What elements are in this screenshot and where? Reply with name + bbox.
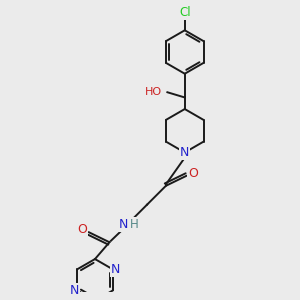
Text: Cl: Cl <box>179 6 190 20</box>
Text: N: N <box>180 146 189 159</box>
Text: O: O <box>77 223 87 236</box>
Text: N: N <box>118 218 128 231</box>
Text: H: H <box>130 218 139 231</box>
Text: N: N <box>69 284 79 297</box>
Text: HO: HO <box>145 87 163 97</box>
Text: O: O <box>188 167 198 180</box>
Text: N: N <box>111 263 121 276</box>
